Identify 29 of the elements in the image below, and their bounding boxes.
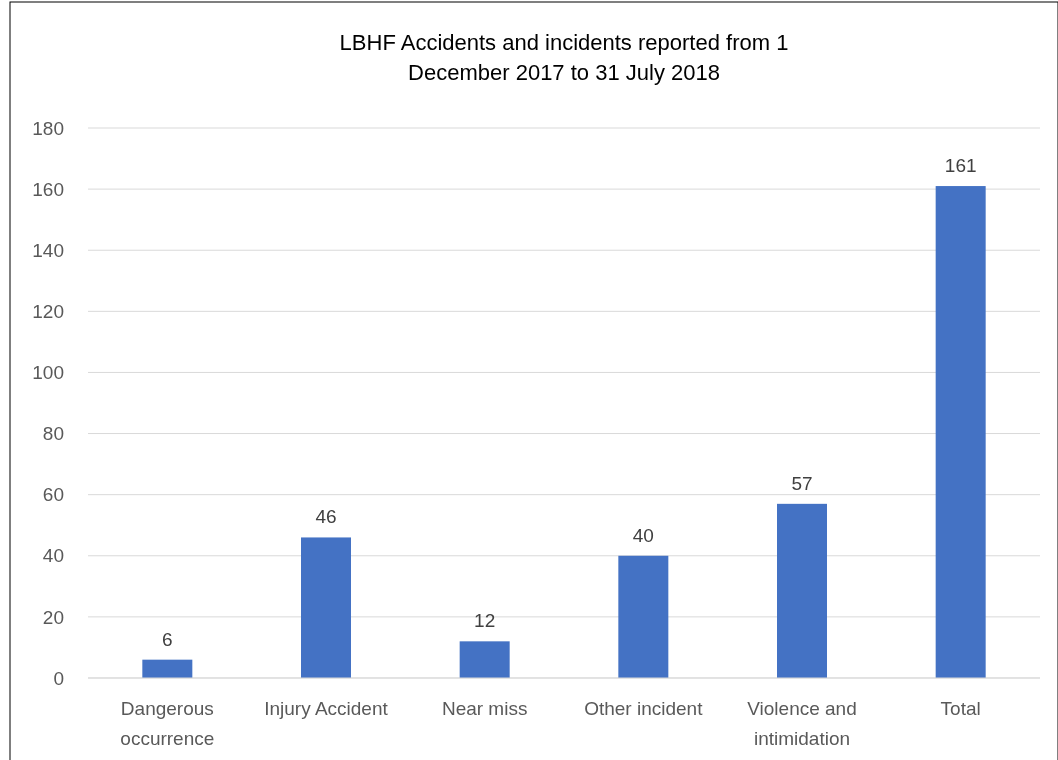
data-label: 6 (162, 628, 173, 650)
x-tick-label: Dangerous occurrence (120, 698, 215, 749)
y-tick-label: 0 (53, 667, 64, 689)
bar (301, 537, 351, 678)
x-tick-label: Total (940, 698, 981, 719)
y-tick-label: 160 (32, 178, 64, 200)
y-tick-label: 40 (42, 545, 64, 567)
data-label: 46 (315, 506, 337, 528)
y-tick-label: 180 (32, 117, 64, 139)
y-tick-label: 100 (32, 362, 64, 384)
y-tick-label: 60 (42, 484, 64, 506)
data-label: 12 (474, 610, 496, 632)
bar (459, 641, 510, 678)
bar (777, 503, 827, 678)
bar (618, 555, 669, 678)
chart-title: LBHF Accidents and incidents reported from 1 December 2017 to 31 July 2018 (339, 30, 789, 85)
x-tick-label: Violence and intimidation (747, 698, 857, 749)
data-label: 57 (791, 472, 813, 494)
x-tick-label: Injury Accident (264, 698, 389, 719)
y-tick-label: 120 (32, 300, 64, 322)
x-tick-label: Other incident (584, 698, 704, 719)
x-tick-label: Near miss (441, 698, 528, 719)
data-label: 40 (632, 524, 654, 546)
bar (142, 659, 193, 678)
y-tick-label: 20 (42, 606, 64, 628)
bar (935, 186, 986, 678)
y-tick-label: 80 (42, 423, 64, 445)
y-tick-label: 140 (32, 239, 64, 261)
data-label: 161 (944, 155, 977, 177)
